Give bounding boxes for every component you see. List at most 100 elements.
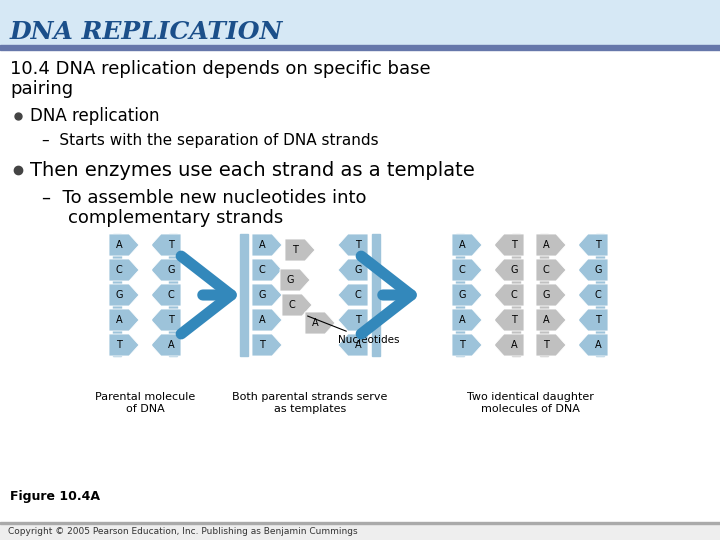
Polygon shape xyxy=(151,309,181,331)
Text: –  To assemble new nucleotides into: – To assemble new nucleotides into xyxy=(42,189,366,207)
Bar xyxy=(0,524,720,540)
Polygon shape xyxy=(282,294,312,316)
Polygon shape xyxy=(109,309,139,331)
Polygon shape xyxy=(151,284,181,306)
Text: C: C xyxy=(595,290,601,300)
Bar xyxy=(482,316,494,324)
Polygon shape xyxy=(494,309,524,331)
Text: Nucleotides: Nucleotides xyxy=(307,316,400,345)
Text: Figure 10.4A: Figure 10.4A xyxy=(10,490,100,503)
Polygon shape xyxy=(151,259,181,281)
Text: T: T xyxy=(116,340,122,350)
Text: C: C xyxy=(116,265,122,275)
Text: Then enzymes use each strand as a template: Then enzymes use each strand as a templa… xyxy=(30,160,474,179)
Text: A: A xyxy=(459,315,465,325)
Polygon shape xyxy=(280,269,310,291)
Polygon shape xyxy=(338,334,368,356)
Text: A: A xyxy=(543,240,549,250)
Polygon shape xyxy=(109,284,139,306)
Text: T: T xyxy=(595,240,601,250)
Polygon shape xyxy=(578,234,608,256)
Polygon shape xyxy=(536,234,566,256)
Text: Parental molecule
of DNA: Parental molecule of DNA xyxy=(95,392,195,414)
Text: DNA REPLICATION: DNA REPLICATION xyxy=(10,20,284,44)
Text: G: G xyxy=(542,290,550,300)
Bar xyxy=(456,234,464,356)
Bar xyxy=(482,266,494,274)
Text: T: T xyxy=(459,340,465,350)
Text: pairing: pairing xyxy=(10,80,73,98)
Polygon shape xyxy=(578,309,608,331)
Text: A: A xyxy=(116,240,122,250)
Text: A: A xyxy=(595,340,601,350)
Polygon shape xyxy=(305,312,335,334)
Text: T: T xyxy=(292,245,298,255)
Text: complementary strands: complementary strands xyxy=(68,209,283,227)
Text: Copyright © 2005 Pearson Education, Inc. Publishing as Benjamin Cummings: Copyright © 2005 Pearson Education, Inc.… xyxy=(8,528,358,537)
Text: T: T xyxy=(543,340,549,350)
Polygon shape xyxy=(494,234,524,256)
Text: T: T xyxy=(511,315,517,325)
Bar xyxy=(566,291,578,299)
Text: C: C xyxy=(543,265,549,275)
Bar xyxy=(372,234,380,356)
Bar xyxy=(512,234,520,356)
Text: T: T xyxy=(595,315,601,325)
Polygon shape xyxy=(109,234,139,256)
Text: 10.4 DNA replication depends on specific base: 10.4 DNA replication depends on specific… xyxy=(10,60,431,78)
Text: A: A xyxy=(168,340,174,350)
Bar xyxy=(139,291,151,299)
Text: G: G xyxy=(287,275,294,285)
Polygon shape xyxy=(151,234,181,256)
Polygon shape xyxy=(252,259,282,281)
Polygon shape xyxy=(578,259,608,281)
Polygon shape xyxy=(536,259,566,281)
Bar xyxy=(139,266,151,274)
Text: A: A xyxy=(312,318,318,328)
Polygon shape xyxy=(452,334,482,356)
Text: C: C xyxy=(355,290,361,300)
Text: T: T xyxy=(168,240,174,250)
Polygon shape xyxy=(109,334,139,356)
Bar xyxy=(139,341,151,349)
Text: T: T xyxy=(511,240,517,250)
Polygon shape xyxy=(109,259,139,281)
Text: –  Starts with the separation of DNA strands: – Starts with the separation of DNA stra… xyxy=(42,132,379,147)
Text: Both parental strands serve
as templates: Both parental strands serve as templates xyxy=(233,392,387,414)
Text: G: G xyxy=(594,265,602,275)
Text: T: T xyxy=(355,315,361,325)
Polygon shape xyxy=(338,284,368,306)
Text: C: C xyxy=(289,300,295,310)
Polygon shape xyxy=(252,309,282,331)
Text: C: C xyxy=(459,265,465,275)
Bar xyxy=(482,241,494,249)
Text: A: A xyxy=(258,240,265,250)
Polygon shape xyxy=(252,284,282,306)
Text: DNA replication: DNA replication xyxy=(30,107,160,125)
Text: T: T xyxy=(259,340,265,350)
Polygon shape xyxy=(252,334,282,356)
Polygon shape xyxy=(338,259,368,281)
Text: A: A xyxy=(510,340,517,350)
Text: A: A xyxy=(258,315,265,325)
Text: Two identical daughter
molecules of DNA: Two identical daughter molecules of DNA xyxy=(467,392,593,414)
Polygon shape xyxy=(452,284,482,306)
Bar xyxy=(0,0,720,45)
Polygon shape xyxy=(578,284,608,306)
Polygon shape xyxy=(452,259,482,281)
Polygon shape xyxy=(338,234,368,256)
Text: T: T xyxy=(355,240,361,250)
Bar xyxy=(139,316,151,324)
Bar xyxy=(566,241,578,249)
Polygon shape xyxy=(452,309,482,331)
Bar xyxy=(0,522,720,524)
Bar xyxy=(240,234,248,356)
Polygon shape xyxy=(252,234,282,256)
Bar xyxy=(566,316,578,324)
Polygon shape xyxy=(494,334,524,356)
Text: G: G xyxy=(258,290,266,300)
Bar xyxy=(482,291,494,299)
Polygon shape xyxy=(285,239,315,261)
Bar xyxy=(566,266,578,274)
Text: A: A xyxy=(355,340,361,350)
